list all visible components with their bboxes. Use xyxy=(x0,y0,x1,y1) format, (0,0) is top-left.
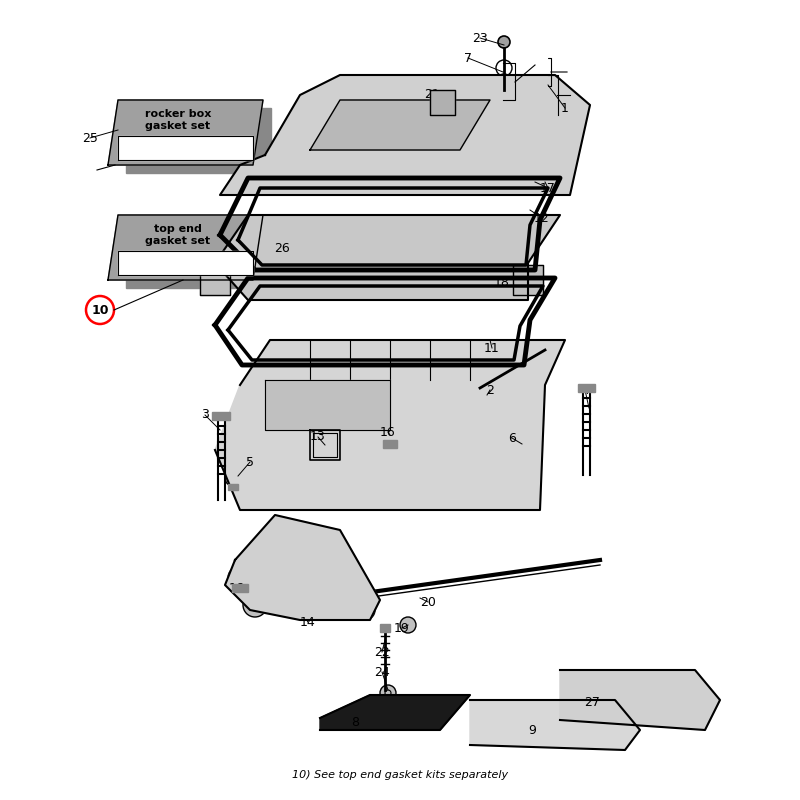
Polygon shape xyxy=(228,484,238,490)
Circle shape xyxy=(510,355,530,375)
Text: 20: 20 xyxy=(420,595,436,609)
Text: 16: 16 xyxy=(380,426,396,438)
Polygon shape xyxy=(578,384,595,392)
Polygon shape xyxy=(212,412,230,420)
Text: 21: 21 xyxy=(424,89,440,102)
Text: 19: 19 xyxy=(394,622,410,634)
Text: 9: 9 xyxy=(528,723,536,737)
Text: 4: 4 xyxy=(581,383,589,397)
Text: 8: 8 xyxy=(351,715,359,729)
Text: 10) See top end gasket kits separately: 10) See top end gasket kits separately xyxy=(292,770,508,780)
Polygon shape xyxy=(108,100,263,165)
Text: 12: 12 xyxy=(534,211,550,225)
Polygon shape xyxy=(430,90,455,115)
Circle shape xyxy=(280,490,300,510)
Text: 25: 25 xyxy=(82,131,98,145)
Polygon shape xyxy=(320,695,470,730)
Polygon shape xyxy=(108,215,263,280)
Polygon shape xyxy=(232,584,248,592)
Circle shape xyxy=(517,132,533,148)
Text: 5: 5 xyxy=(246,455,254,469)
Circle shape xyxy=(86,296,114,324)
Circle shape xyxy=(662,677,678,693)
Circle shape xyxy=(567,707,583,723)
Circle shape xyxy=(475,383,499,407)
Polygon shape xyxy=(126,223,271,288)
Polygon shape xyxy=(118,250,253,275)
Polygon shape xyxy=(126,108,271,173)
Polygon shape xyxy=(225,515,380,620)
Circle shape xyxy=(520,485,540,505)
Circle shape xyxy=(380,685,396,701)
Circle shape xyxy=(597,677,613,693)
Circle shape xyxy=(355,600,375,620)
Polygon shape xyxy=(215,215,560,300)
Circle shape xyxy=(225,470,241,486)
Text: 16: 16 xyxy=(229,582,245,594)
Circle shape xyxy=(400,617,416,633)
Polygon shape xyxy=(265,380,390,430)
Text: 3: 3 xyxy=(201,409,209,422)
Text: 10: 10 xyxy=(91,303,109,317)
Polygon shape xyxy=(215,340,565,510)
Text: 2: 2 xyxy=(486,383,494,397)
Text: 27: 27 xyxy=(584,697,600,710)
Polygon shape xyxy=(380,624,390,632)
Polygon shape xyxy=(200,265,230,295)
Circle shape xyxy=(274,240,290,256)
Text: top end
gasket set: top end gasket set xyxy=(146,224,210,246)
Circle shape xyxy=(380,425,400,445)
Text: 14: 14 xyxy=(300,615,316,629)
Polygon shape xyxy=(513,265,543,295)
Circle shape xyxy=(243,593,267,617)
Text: 22: 22 xyxy=(374,646,390,658)
Text: 26: 26 xyxy=(274,242,290,254)
Circle shape xyxy=(502,712,518,728)
Circle shape xyxy=(228,566,252,590)
Polygon shape xyxy=(560,670,720,730)
Text: 13: 13 xyxy=(310,430,326,443)
Text: 1: 1 xyxy=(561,102,569,114)
Polygon shape xyxy=(220,75,590,195)
Text: 18: 18 xyxy=(494,275,510,289)
Text: 6: 6 xyxy=(508,431,516,445)
Polygon shape xyxy=(470,700,640,750)
Circle shape xyxy=(275,355,295,375)
Text: 11: 11 xyxy=(484,342,500,354)
Polygon shape xyxy=(383,440,397,448)
Text: 17: 17 xyxy=(540,182,556,194)
Text: rocker box
gasket set: rocker box gasket set xyxy=(145,110,211,130)
Polygon shape xyxy=(118,136,253,160)
Circle shape xyxy=(282,150,298,166)
Circle shape xyxy=(498,36,510,48)
Polygon shape xyxy=(310,100,490,150)
Circle shape xyxy=(517,437,533,453)
Text: 23: 23 xyxy=(472,31,488,45)
Text: 7: 7 xyxy=(464,51,472,65)
Text: 24: 24 xyxy=(374,666,390,678)
